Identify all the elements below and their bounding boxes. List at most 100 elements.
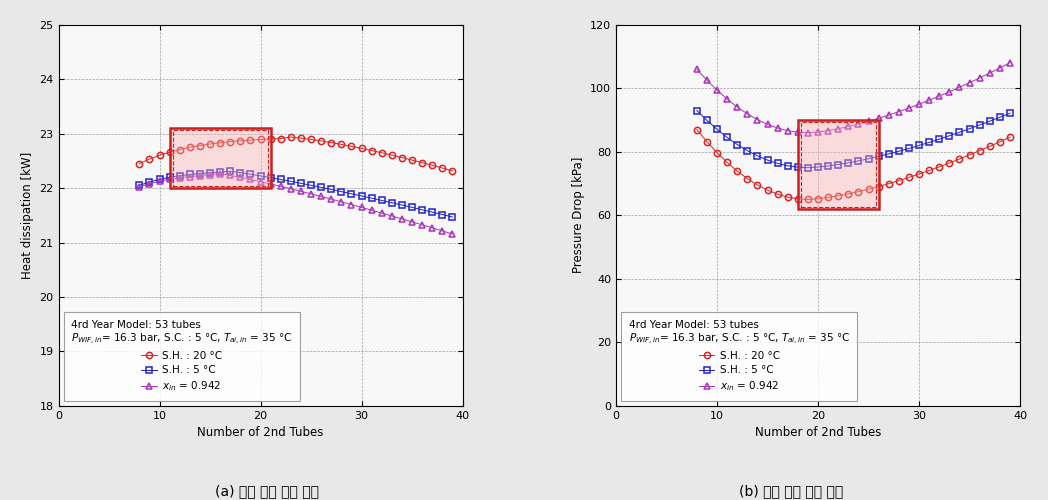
$x_{in}$ = 0.942 — [721, 96, 734, 102]
S.H. : 20 °C: (35, 79): 20 °C: (35, 79) — [963, 152, 976, 158]
S.H. : 20 °C: (11, 22.7): 20 °C: (11, 22.7) — [163, 149, 176, 155]
S.H. : 20 °C: (37, 22.4): 20 °C: (37, 22.4) — [425, 162, 438, 168]
S.H. : 5 °C: (11, 22.2): 5 °C: (11, 22.2) — [163, 174, 176, 180]
$x_{in}$ = 0.942 — [396, 216, 409, 222]
$x_{in}$ = 0.942 — [893, 108, 905, 114]
$x_{in}$ = 0.942 — [294, 188, 307, 194]
S.H. : 20 °C: (26, 22.9): 20 °C: (26, 22.9) — [314, 138, 327, 144]
S.H. : 20 °C: (29, 22.8): 20 °C: (29, 22.8) — [345, 144, 357, 150]
$x_{in}$ = 0.942 — [872, 116, 885, 121]
S.H. : 20 °C: (19, 22.9): 20 °C: (19, 22.9) — [244, 137, 257, 143]
$x_{in}$ = 0.942 — [732, 104, 744, 110]
$x_{in}$ = 0.942 — [933, 93, 945, 99]
$x_{in}$ = 0.942 — [913, 101, 925, 107]
$x_{in}$ = 0.942 — [325, 196, 337, 202]
S.H. : 5 °C: (8, 93): 5 °C: (8, 93) — [691, 108, 703, 114]
S.H. : 5 °C: (12, 82.3): 5 °C: (12, 82.3) — [732, 142, 744, 148]
$x_{in}$ = 0.942 — [386, 213, 398, 219]
S.H. : 20 °C: (39, 22.3): 20 °C: (39, 22.3) — [446, 168, 459, 174]
S.H. : 20 °C: (31, 74.1): 20 °C: (31, 74.1) — [923, 168, 936, 173]
$x_{in}$ = 0.942 — [355, 204, 368, 210]
S.H. : 20 °C: (32, 75.3): 20 °C: (32, 75.3) — [933, 164, 945, 170]
$x_{in}$ = 0.942 — [275, 184, 287, 190]
$x_{in}$ = 0.942 — [902, 105, 915, 111]
$x_{in}$ = 0.942 — [711, 88, 723, 94]
Bar — [173, 130, 267, 186]
$x_{in}$ = 0.942 — [782, 128, 794, 134]
S.H. : 20 °C: (14, 69.5): 20 °C: (14, 69.5) — [751, 182, 764, 188]
S.H. : 20 °C: (14, 22.8): 20 °C: (14, 22.8) — [194, 142, 206, 148]
$x_{in}$ = 0.942 — [244, 176, 257, 182]
S.H. : 20 °C: (39, 84.6): 20 °C: (39, 84.6) — [1004, 134, 1017, 140]
$x_{in}$ = 0.942 — [264, 181, 277, 187]
S.H. : 5 °C: (35, 21.6): 5 °C: (35, 21.6) — [406, 204, 418, 210]
S.H. : 20 °C: (15, 67.9): 20 °C: (15, 67.9) — [761, 187, 773, 193]
S.H. : 20 °C: (17, 22.9): 20 °C: (17, 22.9) — [224, 138, 237, 144]
S.H. : 5 °C: (14, 22.3): 5 °C: (14, 22.3) — [194, 170, 206, 176]
$x_{in}$ = 0.942 — [1004, 60, 1017, 66]
S.H. : 20 °C: (15, 22.8): 20 °C: (15, 22.8) — [203, 141, 216, 147]
S.H. : 5 °C: (12, 22.2): 5 °C: (12, 22.2) — [173, 172, 185, 178]
S.H. : 20 °C: (24, 67.5): 20 °C: (24, 67.5) — [852, 188, 865, 194]
S.H. : 5 °C: (19, 75): 5 °C: (19, 75) — [802, 164, 814, 170]
S.H. : 5 °C: (13, 22.2): 5 °C: (13, 22.2) — [183, 172, 196, 177]
$x_{in}$ = 0.942 — [843, 124, 855, 130]
$x_{in}$ = 0.942 — [852, 121, 865, 127]
S.H. : 5 °C: (26, 78.6): 5 °C: (26, 78.6) — [872, 154, 885, 160]
S.H. : 5 °C: (16, 22.3): 5 °C: (16, 22.3) — [214, 169, 226, 175]
S.H. : 5 °C: (14, 78.7): 5 °C: (14, 78.7) — [751, 153, 764, 159]
S.H. : 5 °C: (29, 81.1): 5 °C: (29, 81.1) — [902, 146, 915, 152]
S.H. : 20 °C: (10, 79.7): 20 °C: (10, 79.7) — [711, 150, 723, 156]
S.H. : 5 °C: (21, 22.2): 5 °C: (21, 22.2) — [264, 174, 277, 180]
S.H. : 5 °C: (25, 77.8): 5 °C: (25, 77.8) — [863, 156, 875, 162]
S.H. : 5 °C: (24, 22.1): 5 °C: (24, 22.1) — [294, 180, 307, 186]
S.H. : 20 °C: (23, 66.8): 20 °C: (23, 66.8) — [843, 191, 855, 197]
S.H. : 20 °C: (38, 83.2): 20 °C: (38, 83.2) — [994, 139, 1006, 145]
S.H. : 5 °C: (36, 88.4): 5 °C: (36, 88.4) — [974, 122, 986, 128]
$x_{in}$ = 0.942 — [822, 128, 834, 134]
S.H. : 5 °C: (21, 75.5): 5 °C: (21, 75.5) — [822, 163, 834, 169]
S.H. : 5 °C: (33, 85.1): 5 °C: (33, 85.1) — [943, 133, 956, 139]
S.H. : 5 °C: (8, 22.1): 5 °C: (8, 22.1) — [133, 182, 146, 188]
$x_{in}$ = 0.942 — [406, 219, 418, 225]
$x_{in}$ = 0.942 — [183, 174, 196, 180]
S.H. : 5 °C: (23, 76.5): 5 °C: (23, 76.5) — [843, 160, 855, 166]
S.H. : 20 °C: (35, 22.5): 20 °C: (35, 22.5) — [406, 157, 418, 163]
$x_{in}$ = 0.942 — [285, 186, 298, 192]
S.H. : 20 °C: (16, 66.6): 20 °C: (16, 66.6) — [771, 191, 784, 197]
S.H. : 20 °C: (36, 80.4): 20 °C: (36, 80.4) — [974, 148, 986, 154]
Line: $x_{in}$ = 0.942: $x_{in}$ = 0.942 — [694, 60, 1013, 136]
S.H. : 20 °C: (27, 70): 20 °C: (27, 70) — [882, 180, 895, 186]
S.H. : 5 °C: (38, 21.5): 5 °C: (38, 21.5) — [436, 212, 449, 218]
$x_{in}$ = 0.942 — [761, 122, 773, 128]
S.H. : 5 °C: (36, 21.6): 5 °C: (36, 21.6) — [416, 207, 429, 213]
S.H. : 20 °C: (20, 22.9): 20 °C: (20, 22.9) — [255, 136, 267, 142]
S.H. : 5 °C: (27, 79.3): 5 °C: (27, 79.3) — [882, 151, 895, 157]
$x_{in}$ = 0.942 — [963, 80, 976, 86]
S.H. : 20 °C: (9, 22.5): 20 °C: (9, 22.5) — [144, 156, 156, 162]
$x_{in}$ = 0.942 — [203, 172, 216, 178]
S.H. : 5 °C: (27, 22): 5 °C: (27, 22) — [325, 186, 337, 192]
$x_{in}$ = 0.942 — [153, 178, 166, 184]
$x_{in}$ = 0.942 — [954, 84, 966, 90]
S.H. : 20 °C: (26, 69.1): 20 °C: (26, 69.1) — [872, 184, 885, 190]
S.H. : 20 °C: (9, 83.2): 20 °C: (9, 83.2) — [701, 138, 714, 144]
S.H. : 5 °C: (17, 22.3): 5 °C: (17, 22.3) — [224, 168, 237, 174]
$x_{in}$ = 0.942 — [994, 65, 1006, 71]
S.H. : 20 °C: (32, 22.6): 20 °C: (32, 22.6) — [375, 150, 388, 156]
$x_{in}$ = 0.942 — [255, 178, 267, 184]
S.H. : 20 °C: (18, 22.9): 20 °C: (18, 22.9) — [234, 138, 246, 144]
S.H. : 20 °C: (23, 22.9): 20 °C: (23, 22.9) — [285, 134, 298, 140]
$x_{in}$ = 0.942 — [741, 111, 754, 117]
S.H. : 5 °C: (39, 21.5): 5 °C: (39, 21.5) — [446, 214, 459, 220]
$x_{in}$ = 0.942 — [436, 228, 449, 234]
Bar — [798, 120, 878, 209]
S.H. : 5 °C: (32, 21.8): 5 °C: (32, 21.8) — [375, 198, 388, 203]
S.H. : 20 °C: (21, 22.9): 20 °C: (21, 22.9) — [264, 136, 277, 142]
$x_{in}$ = 0.942 — [425, 225, 438, 231]
S.H. : 20 °C: (33, 76.5): 20 °C: (33, 76.5) — [943, 160, 956, 166]
S.H. : 5 °C: (22, 76): 5 °C: (22, 76) — [832, 162, 845, 168]
$x_{in}$ = 0.942 — [446, 231, 459, 237]
$x_{in}$ = 0.942 — [335, 199, 348, 205]
Text: (a) 방열 성능 최적 범위: (a) 방열 성능 최적 범위 — [215, 484, 320, 498]
